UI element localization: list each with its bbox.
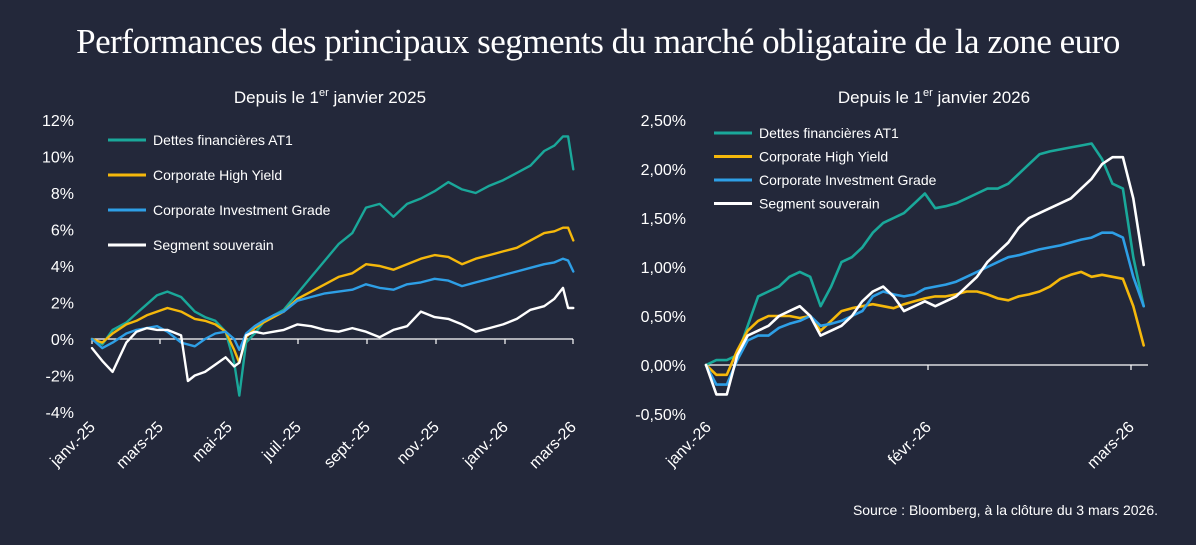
xtick-label: sept.-25 (321, 419, 374, 472)
ytick-label: -2% (46, 369, 74, 386)
series-line-souverain (704, 155, 1146, 396)
ytick-label: 6% (51, 223, 74, 240)
chart-right-title: Depuis le 1er janvier 2026 (838, 87, 1030, 107)
xtick-label: mars-26 (526, 419, 580, 473)
ytick-label: 2,00% (641, 162, 686, 179)
series-line-investment-grade (90, 257, 575, 352)
ytick-label: 2% (51, 296, 74, 313)
legend-label-high-yield: Corporate High Yield (759, 149, 888, 165)
xtick-label: mars-25 (113, 419, 167, 473)
xtick-label: nov.-25 (394, 419, 443, 468)
main-title: Performances des principaux segments du … (76, 22, 1120, 61)
legend-label-investment-grade: Corporate Investment Grade (759, 172, 937, 188)
legend-label-at1: Dettes financières AT1 (153, 132, 293, 148)
legend-label-high-yield: Corporate High Yield (153, 167, 282, 183)
xtick-label: févr.-26 (885, 419, 935, 469)
ytick-label: -4% (46, 405, 74, 422)
xtick-label: mai-25 (189, 419, 236, 466)
chart-right: Depuis le 1er janvier 2026 -0,50% 0,00% 0,… (635, 87, 1148, 473)
ytick-label: 0,50% (641, 309, 686, 326)
xtick-label: mars-26 (1084, 419, 1138, 473)
legend-label-investment-grade: Corporate Investment Grade (153, 202, 331, 218)
series-line-at1 (90, 135, 575, 397)
legend-label-souverain: Segment souverain (759, 196, 880, 212)
legend-label-at1: Dettes financières AT1 (759, 125, 899, 141)
ytick-label: 1,50% (641, 211, 686, 228)
series-line-high-yield (90, 226, 575, 364)
source-note: Source : Bloomberg, à la clôture du 3 ma… (852, 502, 1158, 518)
ytick-label: -0,50% (635, 407, 686, 424)
ytick-label: 8% (51, 186, 74, 203)
ytick-label: 10% (42, 150, 74, 167)
legend-label-souverain: Segment souverain (153, 237, 274, 253)
xtick-label: juil.-25 (259, 419, 305, 465)
ytick-label: 0,00% (641, 358, 686, 375)
xtick-label: janv.-26 (460, 419, 512, 471)
ytick-label: 4% (51, 259, 74, 276)
ytick-label: 2,50% (641, 113, 686, 130)
series-line-souverain (90, 286, 575, 383)
chart-left: Depuis le 1er janvier 2025 -4% -2% 0% 2% 4% 6… (42, 87, 580, 473)
series-line-investment-grade (704, 231, 1146, 386)
xtick-label: janv.-26 (663, 419, 715, 471)
ytick-label: 1,00% (641, 260, 686, 277)
ytick-label: 0% (51, 332, 74, 349)
chart-left-title: Depuis le 1er janvier 2025 (234, 87, 426, 107)
series-line-at1 (704, 142, 1146, 367)
xtick-label: janv.-25 (47, 419, 99, 471)
ytick-label: 12% (42, 113, 74, 130)
